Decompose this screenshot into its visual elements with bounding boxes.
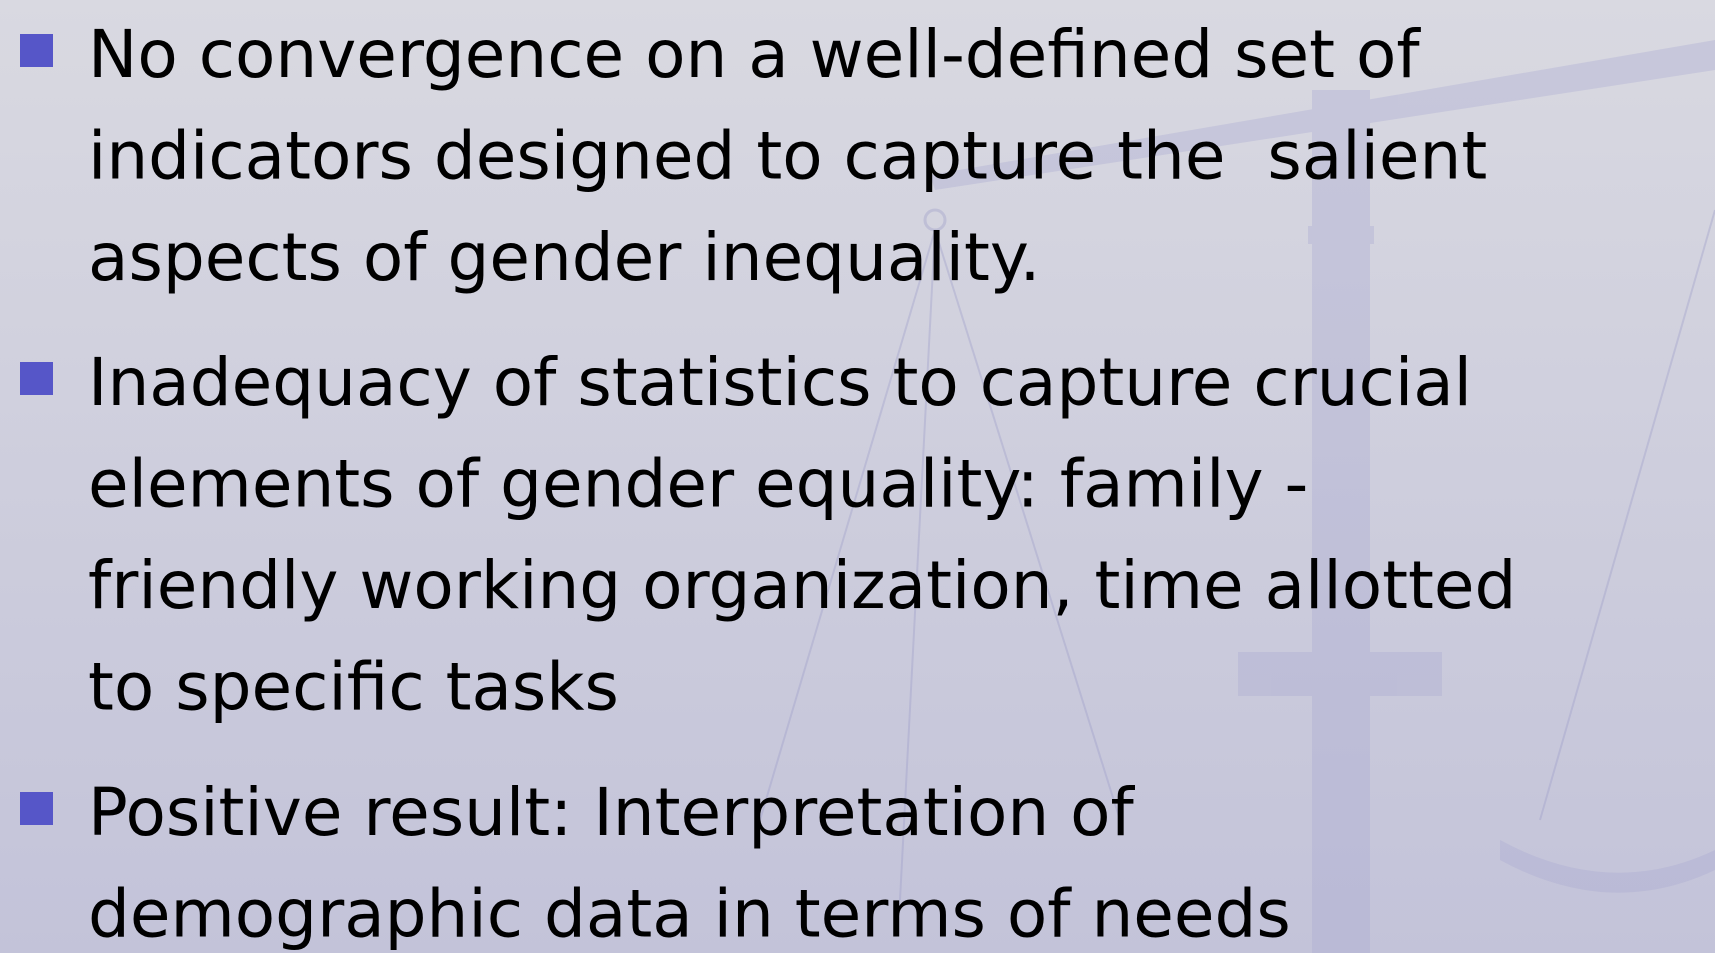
bullet-text-line: Positive result: Interpretation of: [88, 774, 1136, 851]
bullet-marker: [20, 362, 53, 395]
bullet-marker: [20, 34, 53, 67]
bullet-text-line: aspects of gender inequality.: [88, 219, 1041, 296]
bullet-text-line: elements of gender equality: family -: [88, 446, 1308, 523]
bullet-text-line: friendly working organization, time allo…: [88, 547, 1516, 624]
slide: No convergence on a well-defined set of i…: [0, 0, 1715, 953]
bullet-text-line: indicators designed to capture the salie…: [88, 118, 1487, 195]
page: No convergence on a well-defined set of i…: [0, 0, 1715, 953]
bullet-text-line: demographic data in terms of needs: [88, 876, 1291, 953]
bullet-text-line: Inadequacy of statistics to capture cruc…: [88, 344, 1472, 421]
bullet-text-line: to specific tasks: [88, 649, 619, 726]
bullet-marker: [20, 792, 53, 825]
bullet-text-line: No convergence on a well-defined set of: [88, 16, 1421, 93]
